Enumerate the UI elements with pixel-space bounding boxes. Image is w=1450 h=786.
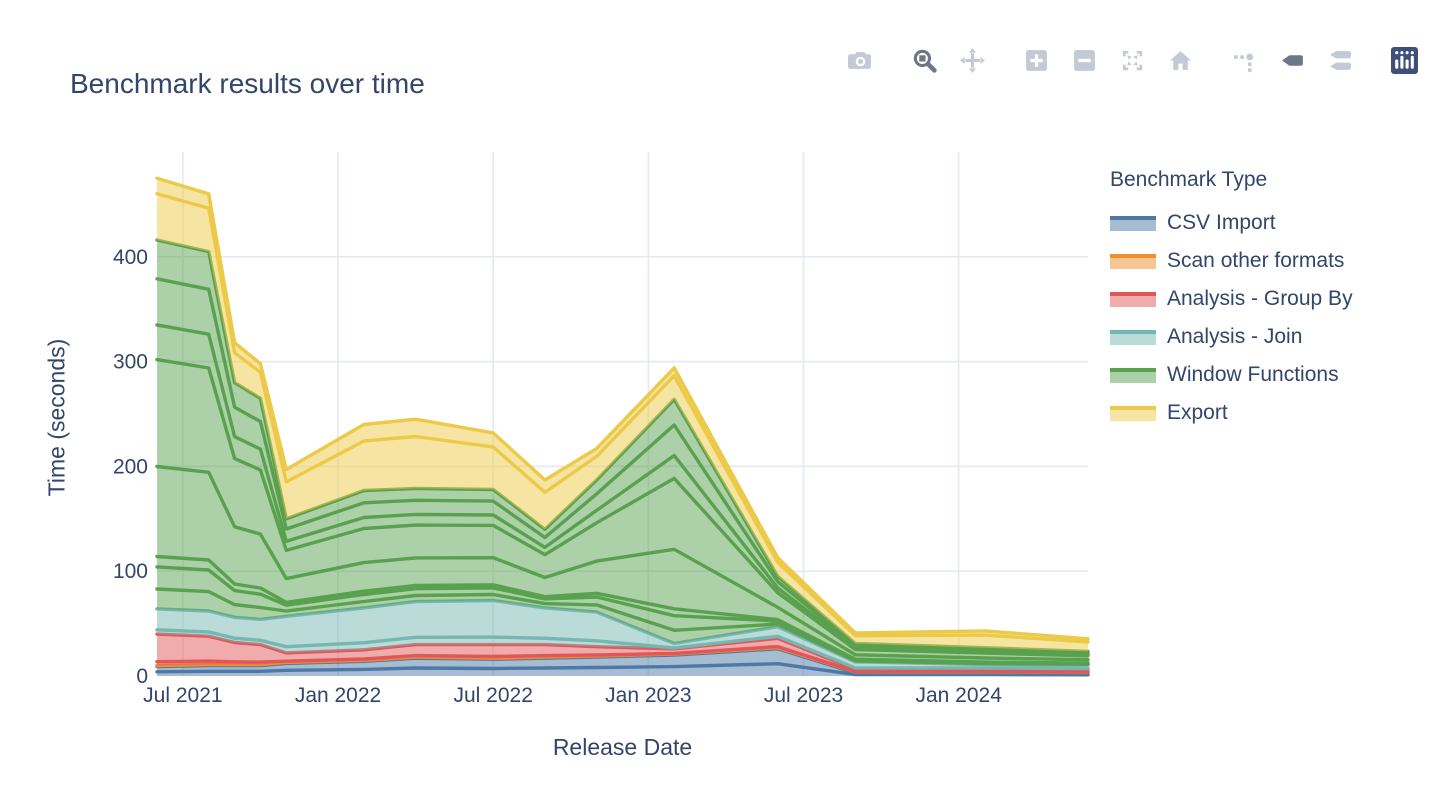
toggle-spikelines-icon[interactable]	[1230, 46, 1258, 74]
legend-item-csv-import[interactable]: CSV Import	[1110, 204, 1353, 242]
chart-title: Benchmark results over time	[70, 68, 425, 99]
y-tick-label: 400	[113, 246, 148, 269]
x-tick-label: Jul 2021	[143, 684, 222, 707]
legend-item-label: Window Functions	[1167, 363, 1339, 386]
legend-item-label: CSV Import	[1167, 211, 1276, 234]
zoom-out-icon[interactable]	[1070, 46, 1098, 74]
zoom-icon[interactable]	[910, 46, 938, 74]
x-tick-label: Jan 2022	[295, 684, 381, 707]
legend-item-analysis-group-by[interactable]: Analysis - Group By	[1110, 280, 1353, 318]
plotly-logo-icon[interactable]	[1390, 46, 1418, 74]
y-tick-label: 200	[113, 455, 148, 478]
x-axis-title: Release Date	[552, 734, 693, 760]
legend-swatch	[1110, 329, 1156, 345]
legend-item-label: Scan other formats	[1167, 249, 1345, 272]
legend: Benchmark Type CSV Import Scan other for…	[1110, 168, 1353, 432]
modebar	[836, 46, 1428, 74]
pan-icon[interactable]	[958, 46, 986, 74]
legend-swatch	[1110, 291, 1156, 307]
legend-item-label: Analysis - Join	[1167, 325, 1303, 348]
y-axis-title: Time (seconds)	[43, 338, 70, 497]
y-tick-label: 300	[113, 351, 148, 374]
zoom-in-icon[interactable]	[1022, 46, 1050, 74]
legend-swatch	[1110, 405, 1156, 421]
reset-home-icon[interactable]	[1166, 46, 1194, 74]
y-tick-label: 0	[136, 665, 148, 688]
x-tick-label: Jan 2024	[915, 684, 1002, 707]
legend-swatch	[1110, 367, 1156, 383]
y-tick-label: 100	[113, 560, 148, 583]
legend-swatch	[1110, 253, 1156, 269]
legend-item-label: Export	[1167, 401, 1228, 424]
legend-item-analysis-join[interactable]: Analysis - Join	[1110, 318, 1353, 356]
x-tick-label: Jul 2023	[764, 684, 843, 707]
legend-item-window-functions[interactable]: Window Functions	[1110, 356, 1353, 394]
autoscale-icon[interactable]	[1118, 46, 1146, 74]
legend-item-label: Analysis - Group By	[1167, 287, 1353, 310]
x-tick-label: Jan 2023	[605, 684, 691, 707]
x-tick-label: Jul 2022	[453, 684, 532, 707]
camera-icon[interactable]	[846, 46, 874, 74]
hover-closest-icon[interactable]	[1278, 46, 1306, 74]
legend-item-export[interactable]: Export	[1110, 394, 1353, 432]
legend-title: Benchmark Type	[1110, 168, 1268, 191]
legend-swatch	[1110, 215, 1156, 231]
legend-item-scan-other-formats[interactable]: Scan other formats	[1110, 242, 1353, 280]
hover-compare-icon[interactable]	[1326, 46, 1354, 74]
